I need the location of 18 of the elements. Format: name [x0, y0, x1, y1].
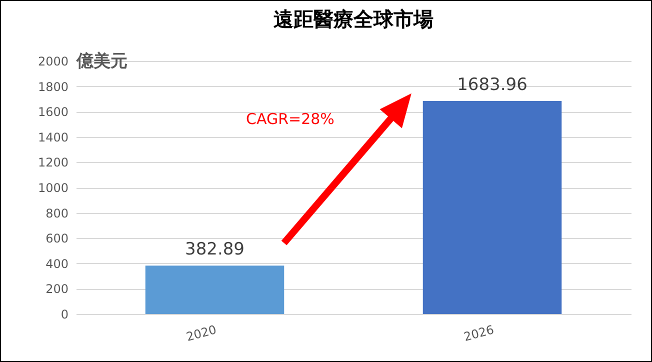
y-axis-title: 億美元: [76, 52, 128, 72]
y-tick-label: 200: [46, 282, 68, 296]
y-tick-label: 600: [46, 232, 68, 246]
y-tick-label: 1400: [38, 130, 68, 144]
y-tick-label: 2000: [38, 54, 68, 68]
y-tick-label: 1000: [38, 181, 68, 195]
annotation: CAGR=28%: [246, 110, 334, 128]
y-tick-label: 0: [60, 308, 68, 322]
x-tick-label: 2026: [462, 322, 496, 344]
y-tick-label: 800: [46, 206, 68, 220]
y-tick-label: 1800: [38, 80, 68, 94]
data-label: 1683.96: [457, 74, 528, 95]
y-tick-label: 400: [46, 256, 68, 271]
y-tick-label: 1200: [38, 156, 68, 170]
chart-title: 遠距醫療全球市場: [274, 7, 434, 31]
y-tick-label: 1600: [38, 105, 68, 120]
x-tick-label: 2020: [184, 322, 218, 344]
data-label: 382.89: [185, 240, 244, 260]
